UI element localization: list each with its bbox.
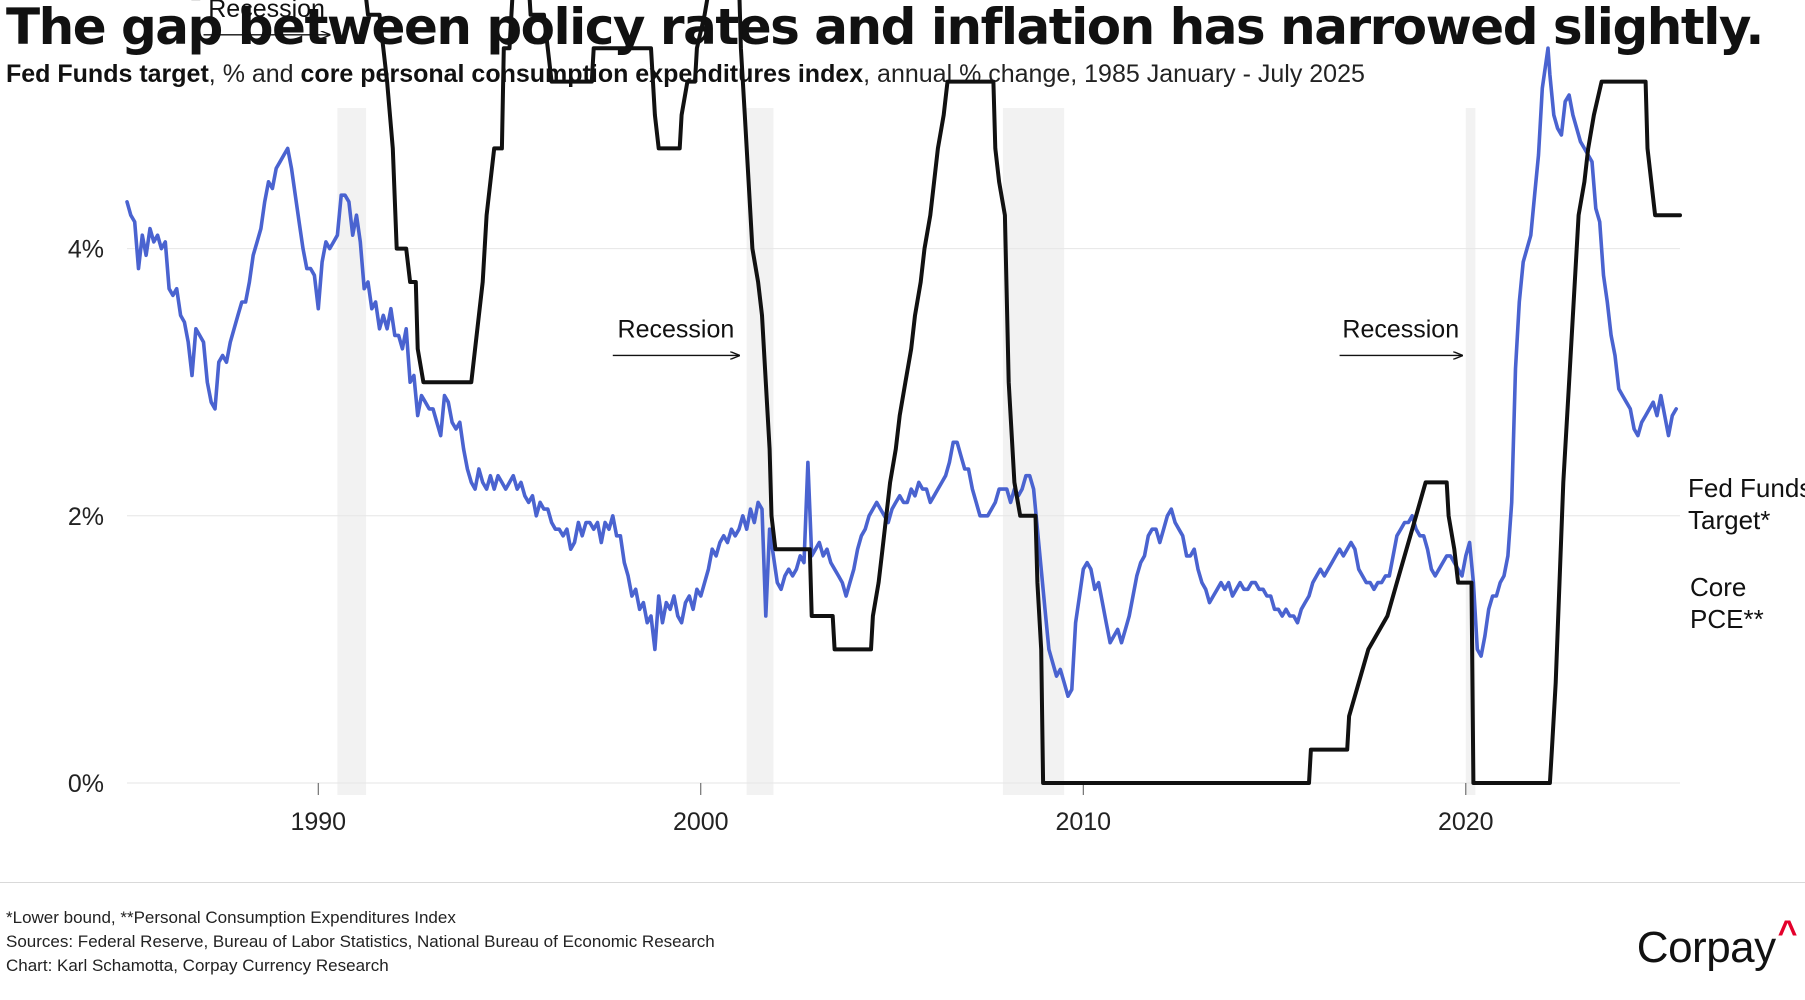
subtitle-sep: , % and <box>208 60 301 88</box>
core-pce-line <box>125 46 1678 698</box>
core-pce-label-line-1: Core <box>1690 572 1746 602</box>
subtitle-fed-funds: Fed Funds target <box>6 60 209 88</box>
y-tick-label: 0% <box>68 770 104 798</box>
corpay-logo-text: Corpay <box>1636 923 1776 972</box>
page-title: The gap between policy rates and inflati… <box>6 0 1764 56</box>
recession-band-4 <box>1465 108 1476 795</box>
recession-label-1: Recession <box>208 0 325 23</box>
gridlines <box>127 248 1680 784</box>
footer-divider <box>0 882 1805 883</box>
recession-label-2: Recession <box>618 315 735 343</box>
x-tick-label: 2000 <box>673 808 729 836</box>
series-lines <box>125 0 1682 785</box>
recession-bands <box>337 108 1476 795</box>
footnote-sources: Sources: Federal Reserve, Bureau of Labo… <box>6 932 715 951</box>
footnote-credit: Chart: Karl Schamotta, Corpay Currency R… <box>6 956 389 975</box>
y-tick-label: 2% <box>68 503 104 531</box>
x-tick-label: 1990 <box>290 808 346 836</box>
x-tick-label: 2020 <box>1438 808 1494 836</box>
fed-funds-label-line-2: Target* <box>1688 505 1770 535</box>
recession-label-4: Recession <box>1342 315 1459 343</box>
recession-annotations: RecessionRecessionRecessionRecession <box>203 0 1462 355</box>
core-pce-label-line-2: PCE** <box>1690 604 1764 634</box>
footnote-definitions: *Lower bound, **Personal Consumption Exp… <box>6 908 456 927</box>
x-tick-label: 2010 <box>1055 808 1111 836</box>
corpay-logo: Corpay^ <box>1636 914 1798 973</box>
fed-funds-label-line-1: Fed Funds <box>1688 473 1805 503</box>
y-tick-label: 4% <box>68 236 104 264</box>
fed-funds-line <box>191 0 1682 785</box>
corpay-logo-mark: ^ <box>1777 914 1798 952</box>
